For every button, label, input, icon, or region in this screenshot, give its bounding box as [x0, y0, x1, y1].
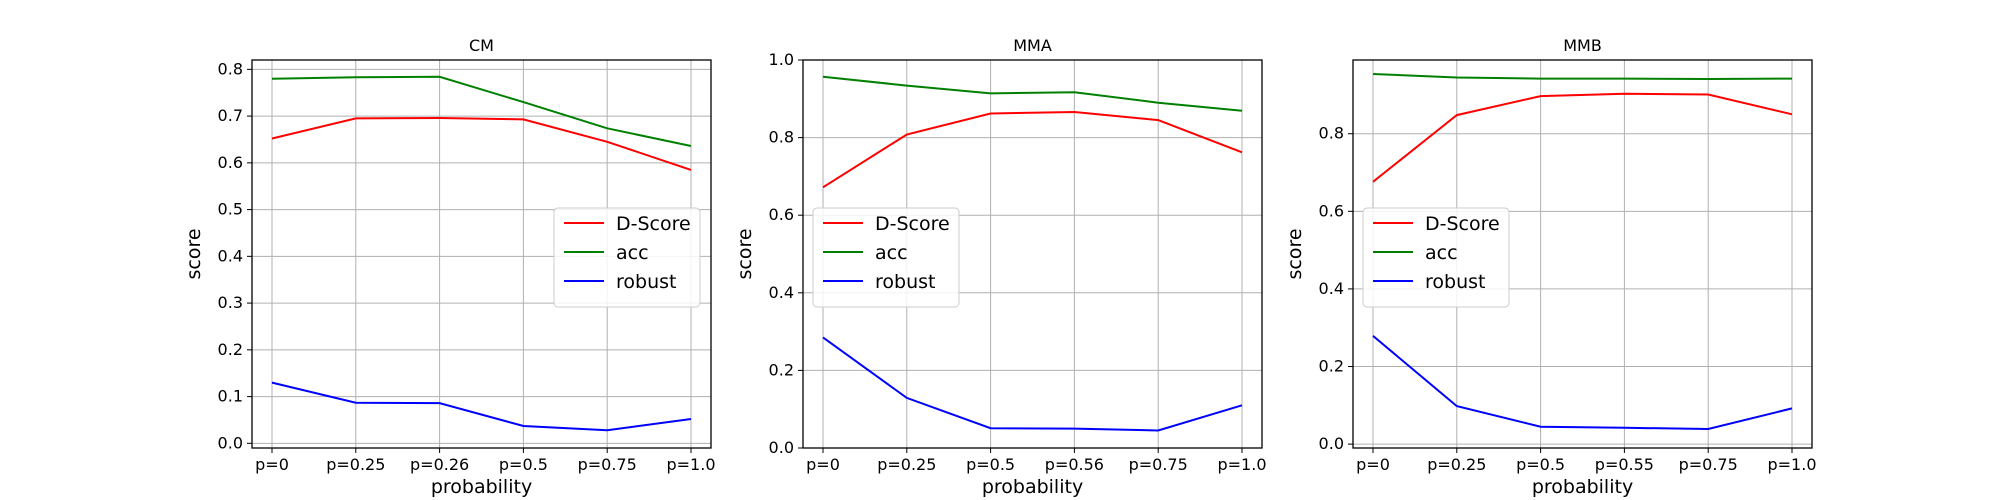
- legend-label-acc: acc: [875, 242, 908, 264]
- series-line-robust: [822, 336, 1243, 432]
- chart-title: MMA: [1013, 36, 1052, 55]
- series-line-d-score: [1372, 92, 1793, 183]
- legend: D-Score acc robust: [812, 207, 960, 308]
- chart-title: CM: [469, 36, 494, 55]
- y-tick-label: 0.6: [218, 153, 243, 172]
- y-tick-label: 0.0: [769, 438, 794, 457]
- y-tick-label: 0.2: [769, 360, 794, 379]
- chart-mmb: p=0 p=0.25 p=0.5 p=0.55 p=0.75 p=1.0 0.0 0.2 0.4…: [1284, 36, 1817, 498]
- plot-frame: [802, 59, 1263, 449]
- chart-title: MMB: [1563, 36, 1602, 55]
- x-tick-label: p=0.55: [1595, 455, 1654, 474]
- series-line-d-score: [271, 116, 692, 171]
- y-tick-label: 0.8: [1319, 124, 1344, 143]
- x-tick-label: p=0.26: [410, 455, 469, 474]
- y-tick-label: 0.4: [1319, 279, 1344, 298]
- y-axis-label: score: [734, 228, 756, 279]
- x-tick-label: p=0.25: [877, 455, 936, 474]
- x-axis-label: probability: [982, 476, 1083, 498]
- x-axis-label: probability: [431, 476, 532, 498]
- x-tick-label: p=0.56: [1045, 455, 1104, 474]
- x-tick-label: p=0: [806, 455, 840, 474]
- legend: D-Score acc robust: [1362, 207, 1510, 308]
- y-tick-label: 0.4: [218, 246, 243, 265]
- y-tick-label: 0.2: [1319, 357, 1344, 376]
- y-tick-label: 0.7: [218, 106, 243, 125]
- y-tick-label: 0.8: [769, 128, 794, 147]
- series-line-robust: [1372, 335, 1793, 431]
- y-axis-label: score: [183, 228, 205, 279]
- series-line-d-score: [822, 110, 1243, 189]
- legend-label-d-score: D-Score: [875, 213, 950, 235]
- legend-label-robust: robust: [616, 271, 676, 293]
- y-tick-label: 0.6: [769, 205, 794, 224]
- legend-label-d-score: D-Score: [616, 213, 691, 235]
- y-tick-label: 0.0: [218, 433, 243, 452]
- x-tick-label: p=1.0: [666, 455, 715, 474]
- legend-label-robust: robust: [875, 271, 935, 293]
- y-tick-label: 0.1: [218, 387, 243, 406]
- legend-box: [553, 207, 701, 308]
- series-line-acc: [271, 75, 692, 147]
- y-tick-label: 0.3: [218, 293, 243, 312]
- x-tick-label: p=0.5: [1516, 455, 1565, 474]
- x-tick-label: p=0.5: [499, 455, 548, 474]
- x-tick-label: p=1.0: [1217, 455, 1266, 474]
- x-tick-label: p=0.5: [966, 455, 1015, 474]
- chart-cm: p=0 p=0.25 p=0.26 p=0.5 p=0.75 p=1.0 0.0 0.1 0.2…: [183, 36, 716, 498]
- y-tick-label: 0.4: [769, 283, 794, 302]
- plot-frame: [251, 59, 712, 449]
- x-tick-label: p=0: [1356, 455, 1390, 474]
- y-tick-label: 0.5: [218, 200, 243, 219]
- x-tick-label: p=0: [255, 455, 289, 474]
- x-tick-label: p=0.25: [326, 455, 385, 474]
- series-line-acc: [1372, 73, 1793, 81]
- plot-frame: [1352, 59, 1813, 449]
- legend-box: [812, 207, 960, 308]
- x-tick-label: p=0.75: [1129, 455, 1188, 474]
- y-tick-label: 1.0: [769, 50, 794, 69]
- legend-label-acc: acc: [616, 242, 649, 264]
- x-axis-label: probability: [1532, 476, 1633, 498]
- legend-label-d-score: D-Score: [1425, 213, 1500, 235]
- y-tick-label: 0.2: [218, 340, 243, 359]
- legend-box: [1362, 207, 1510, 308]
- legend: D-Score acc robust: [553, 207, 701, 308]
- x-tick-label: p=0.75: [578, 455, 637, 474]
- x-tick-label: p=0.75: [1679, 455, 1738, 474]
- chart-mma: p=0 p=0.25 p=0.5 p=0.56 p=0.75 p=1.0 0.0 0.2 0.4…: [734, 36, 1267, 498]
- series-line-acc: [822, 75, 1243, 112]
- legend-label-acc: acc: [1425, 242, 1458, 264]
- y-axis-label: score: [1284, 228, 1306, 279]
- x-tick-label: p=1.0: [1767, 455, 1816, 474]
- y-tick-label: 0.0: [1319, 434, 1344, 453]
- y-tick-label: 0.8: [218, 59, 243, 78]
- legend-label-robust: robust: [1425, 271, 1485, 293]
- y-tick-label: 0.6: [1319, 201, 1344, 220]
- series-line-robust: [271, 381, 692, 432]
- x-tick-label: p=0.25: [1427, 455, 1486, 474]
